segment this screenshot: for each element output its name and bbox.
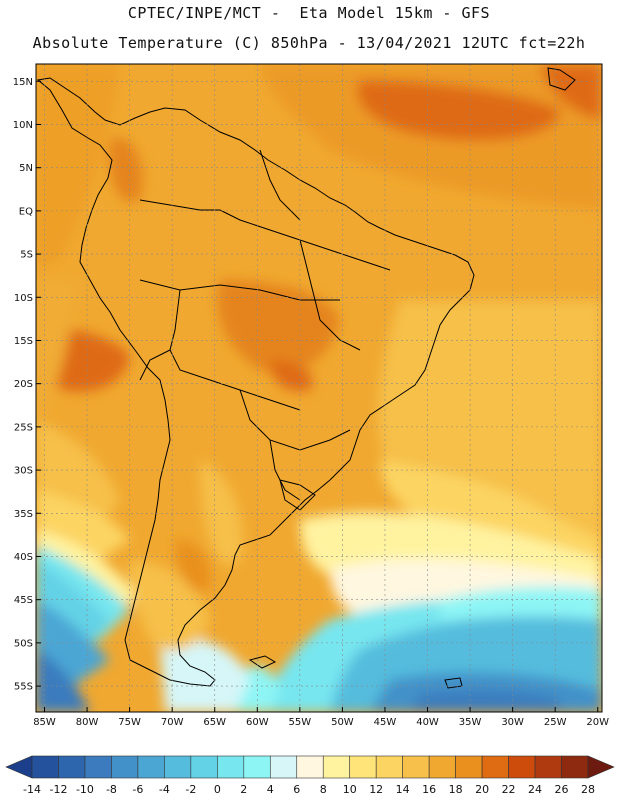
colorbar-box: [111, 755, 139, 779]
lat-label: 5N: [19, 163, 33, 174]
lon-label: 70W: [161, 717, 184, 728]
lat-label: EQ: [19, 206, 33, 217]
colorbar-box: [375, 755, 403, 779]
lat-label: 5S: [20, 250, 33, 261]
longitude-labels: 85W 80W 75W 70W 65W 60W 55W 50W 45W 40W 35W 30W 25W 2…: [33, 707, 609, 728]
graticule: [36, 64, 602, 712]
lon-label: 25W: [544, 717, 567, 728]
colorbar-box: [243, 755, 271, 779]
colorbar-label: 16: [422, 783, 436, 796]
colorbar-box: [190, 755, 218, 779]
lon-label: 60W: [246, 717, 269, 728]
colorbar-label: -12: [49, 783, 67, 796]
colorbar-label: 8: [320, 783, 327, 796]
lat-label: 55S: [14, 682, 33, 693]
colorbar-label: -4: [159, 783, 170, 796]
colorbar: -14 -12 -10 -8 -6 -4 -2 0 2 4 6 8 10 12 14 16 18 20 22 24 26…: [5, 755, 615, 796]
colorbar-box: [534, 755, 562, 779]
colorbar-label: -2: [185, 783, 196, 796]
lat-label: 30S: [14, 466, 33, 477]
colorbar-box: [561, 755, 589, 779]
map-frame: [35, 63, 603, 713]
lon-label: 80W: [76, 717, 99, 728]
colorbar-box: [508, 755, 536, 779]
lat-label: 15S: [14, 336, 33, 347]
lon-label: 55W: [289, 717, 312, 728]
colorbar-box: [137, 755, 165, 779]
colorbar-label: 0: [214, 783, 221, 796]
colorbar-label: -8: [106, 783, 117, 796]
lat-label: 25S: [14, 422, 33, 433]
colorbar-box: [322, 755, 351, 779]
lat-label: 35S: [14, 509, 33, 520]
lat-label: 10N: [13, 120, 33, 131]
colorbar-label: 12: [369, 783, 383, 796]
latitude-labels: 15N 10N 5N EQ 5S 10S 15S 20S 25S 30S 35S 40S 45S 50S 5…: [13, 77, 41, 693]
lon-label: 20W: [586, 717, 609, 728]
colorbar-box: [269, 755, 298, 779]
map-title-line2: Absolute Temperature (C) 850hPa - 13/04/…: [32, 34, 586, 52]
colorbar-box: [84, 755, 112, 779]
colorbar-box: [402, 755, 430, 779]
colorbar-box: [428, 755, 456, 779]
colorbar-box: [349, 755, 377, 779]
colorbar-label: 4: [267, 783, 274, 796]
colorbar-label: 6: [293, 783, 300, 796]
map-title-line1: CPTEC/INPE/MCT - Eta Model 15km - GFS: [127, 4, 491, 22]
colorbar-label: 18: [449, 783, 463, 796]
lon-label: 85W: [33, 717, 56, 728]
colorbar-box: [296, 755, 324, 779]
colorbar-label: -14: [23, 783, 41, 796]
lon-label: 45W: [374, 717, 397, 728]
colorbar-arrow-right: [587, 755, 615, 779]
colorbar-label: 10: [343, 783, 357, 796]
colorbar-box: [58, 755, 86, 779]
colorbar-box: [217, 755, 245, 779]
lat-label: 20S: [14, 379, 33, 390]
temperature-field: [36, 64, 602, 712]
lon-label: 40W: [416, 717, 439, 728]
lat-label: 50S: [14, 638, 33, 649]
colorbar-box: [481, 755, 509, 779]
lon-label: 50W: [331, 717, 354, 728]
colorbar-box: [164, 755, 192, 779]
colorbar-box: [455, 755, 483, 779]
lon-label: 65W: [203, 717, 226, 728]
lat-label: 10S: [14, 293, 33, 304]
colorbar-label: 26: [555, 783, 569, 796]
lat-label: 40S: [14, 552, 33, 563]
colorbar-label: -6: [132, 783, 143, 796]
colorbar-label: 28: [581, 783, 595, 796]
lon-label: 35W: [459, 717, 482, 728]
colorbar-label: 22: [502, 783, 516, 796]
colorbar-label: 24: [528, 783, 542, 796]
lon-label: 30W: [501, 717, 524, 728]
lat-label: 15N: [13, 77, 33, 88]
colorbar-label: 2: [240, 783, 247, 796]
colorbar-arrow-left: [5, 755, 33, 779]
lat-label: 45S: [14, 595, 33, 606]
colorbar-label: 14: [396, 783, 410, 796]
colorbar-label: -10: [76, 783, 94, 796]
colorbar-box: [31, 755, 59, 779]
lon-label: 75W: [118, 717, 141, 728]
colorbar-label: 20: [475, 783, 489, 796]
